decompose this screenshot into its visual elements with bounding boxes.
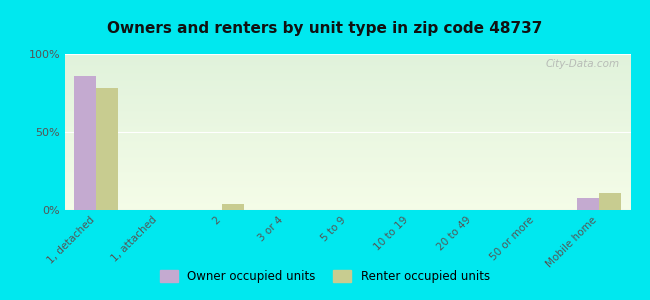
Bar — [222, 204, 244, 210]
Bar — [96, 88, 118, 210]
Bar — [599, 193, 621, 210]
Text: Owners and renters by unit type in zip code 48737: Owners and renters by unit type in zip c… — [107, 21, 543, 36]
Bar — [74, 76, 96, 210]
Bar — [577, 197, 599, 210]
Text: City-Data.com: City-Data.com — [545, 59, 619, 69]
Legend: Owner occupied units, Renter occupied units: Owner occupied units, Renter occupied un… — [155, 266, 495, 288]
